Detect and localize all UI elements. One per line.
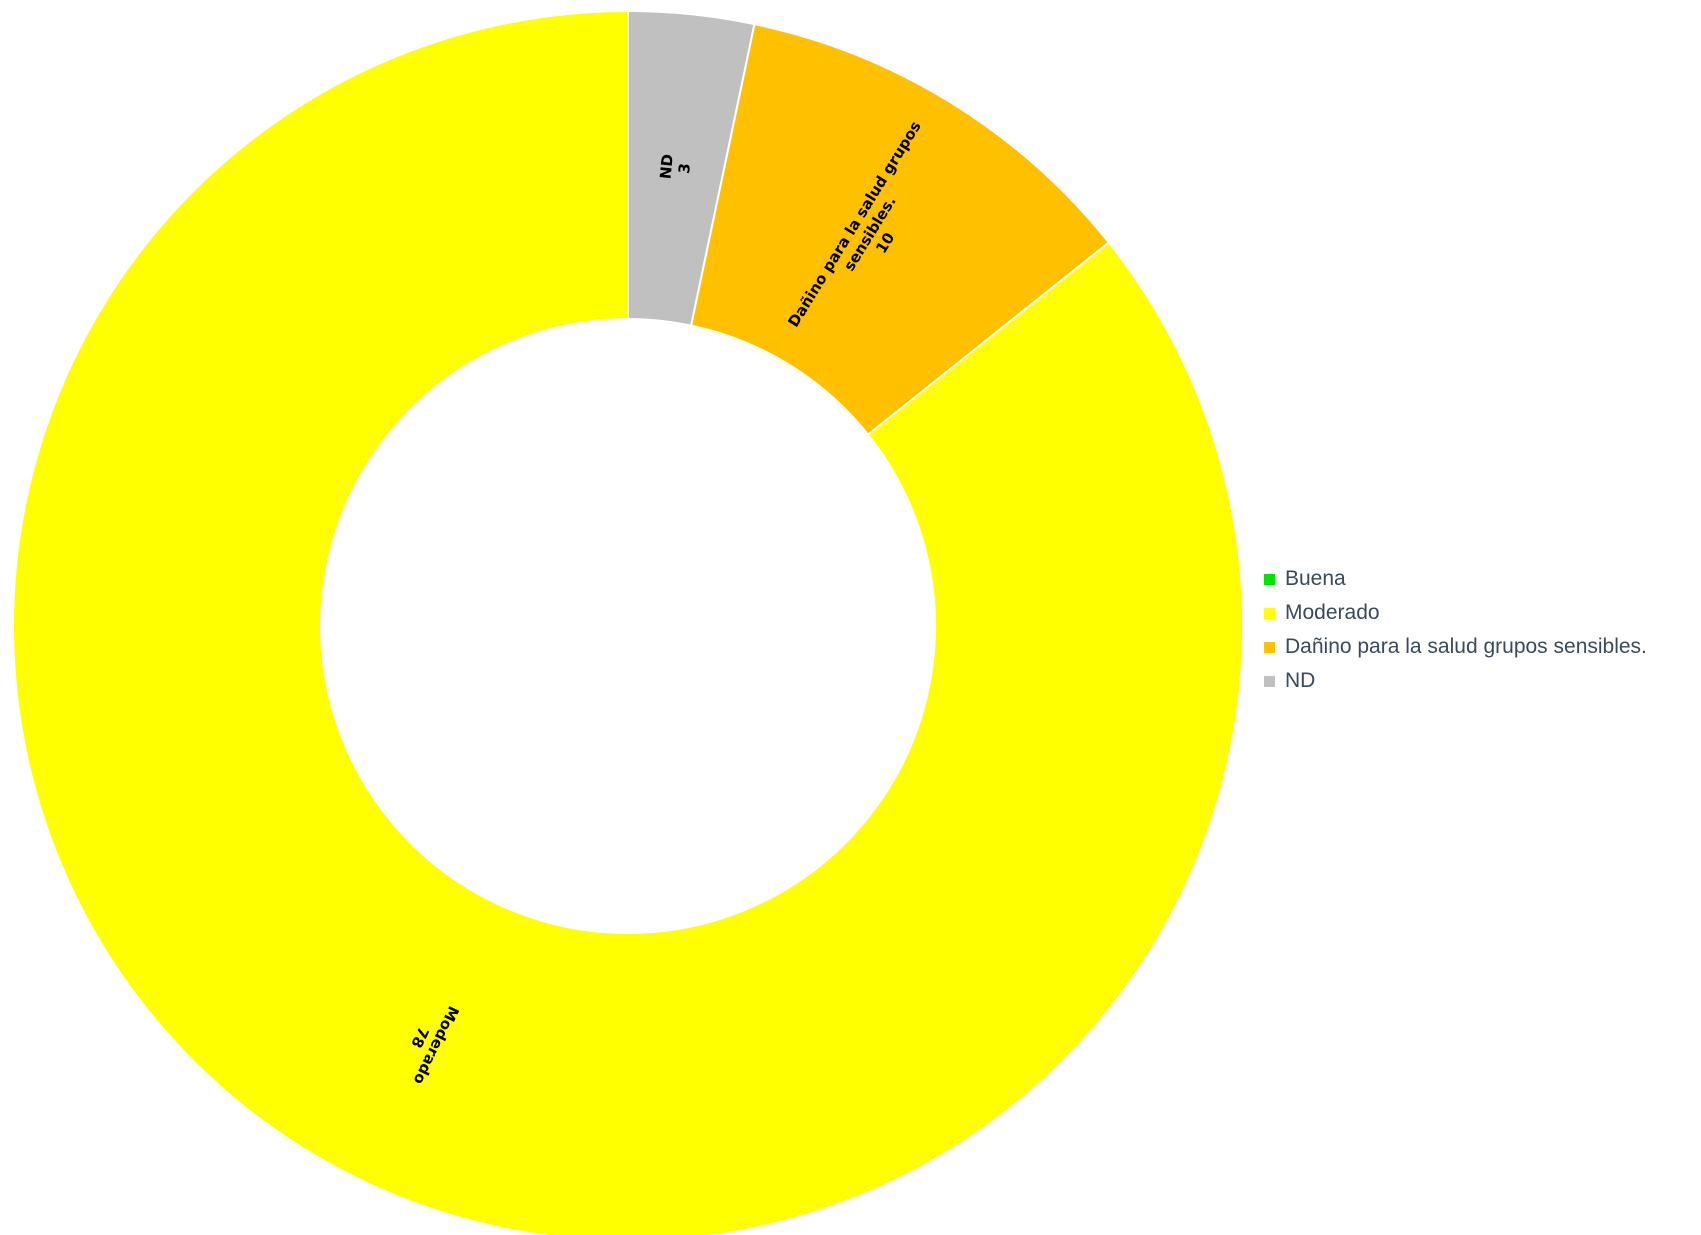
data-label-2: ND3 [656, 153, 694, 182]
data-label-2-line-1: 3 [675, 162, 694, 174]
legend-label-moderado: Moderado [1285, 601, 1380, 624]
legend-item-danino[interactable]: Dañino para la salud grupos sensibles. [1264, 630, 1647, 664]
legend-swatch-moderado [1264, 607, 1275, 619]
legend-item-moderado[interactable]: Moderado [1264, 596, 1647, 630]
legend-swatch-danino [1264, 641, 1275, 653]
slice-da-ino-para-la-salud-grupos-sensibles[interactable] [689, 22, 1111, 436]
data-label-2-line-0: ND [656, 153, 676, 180]
legend-label-buena: Buena [1285, 567, 1346, 590]
legend-item-nd[interactable]: ND [1264, 664, 1647, 698]
legend-swatch-buena [1264, 573, 1275, 585]
legend-label-nd: ND [1285, 669, 1316, 692]
legend-item-buena[interactable]: Buena [1264, 562, 1647, 596]
chart-legend: Buena Moderado Dañino para la salud grup… [1264, 562, 1647, 698]
slice-moderado[interactable] [12, 9, 1244, 1235]
donut-slices [12, 9, 1244, 1235]
legend-label-danino: Dañino para la salud grupos sensibles. [1285, 635, 1647, 658]
legend-swatch-nd [1264, 675, 1275, 687]
